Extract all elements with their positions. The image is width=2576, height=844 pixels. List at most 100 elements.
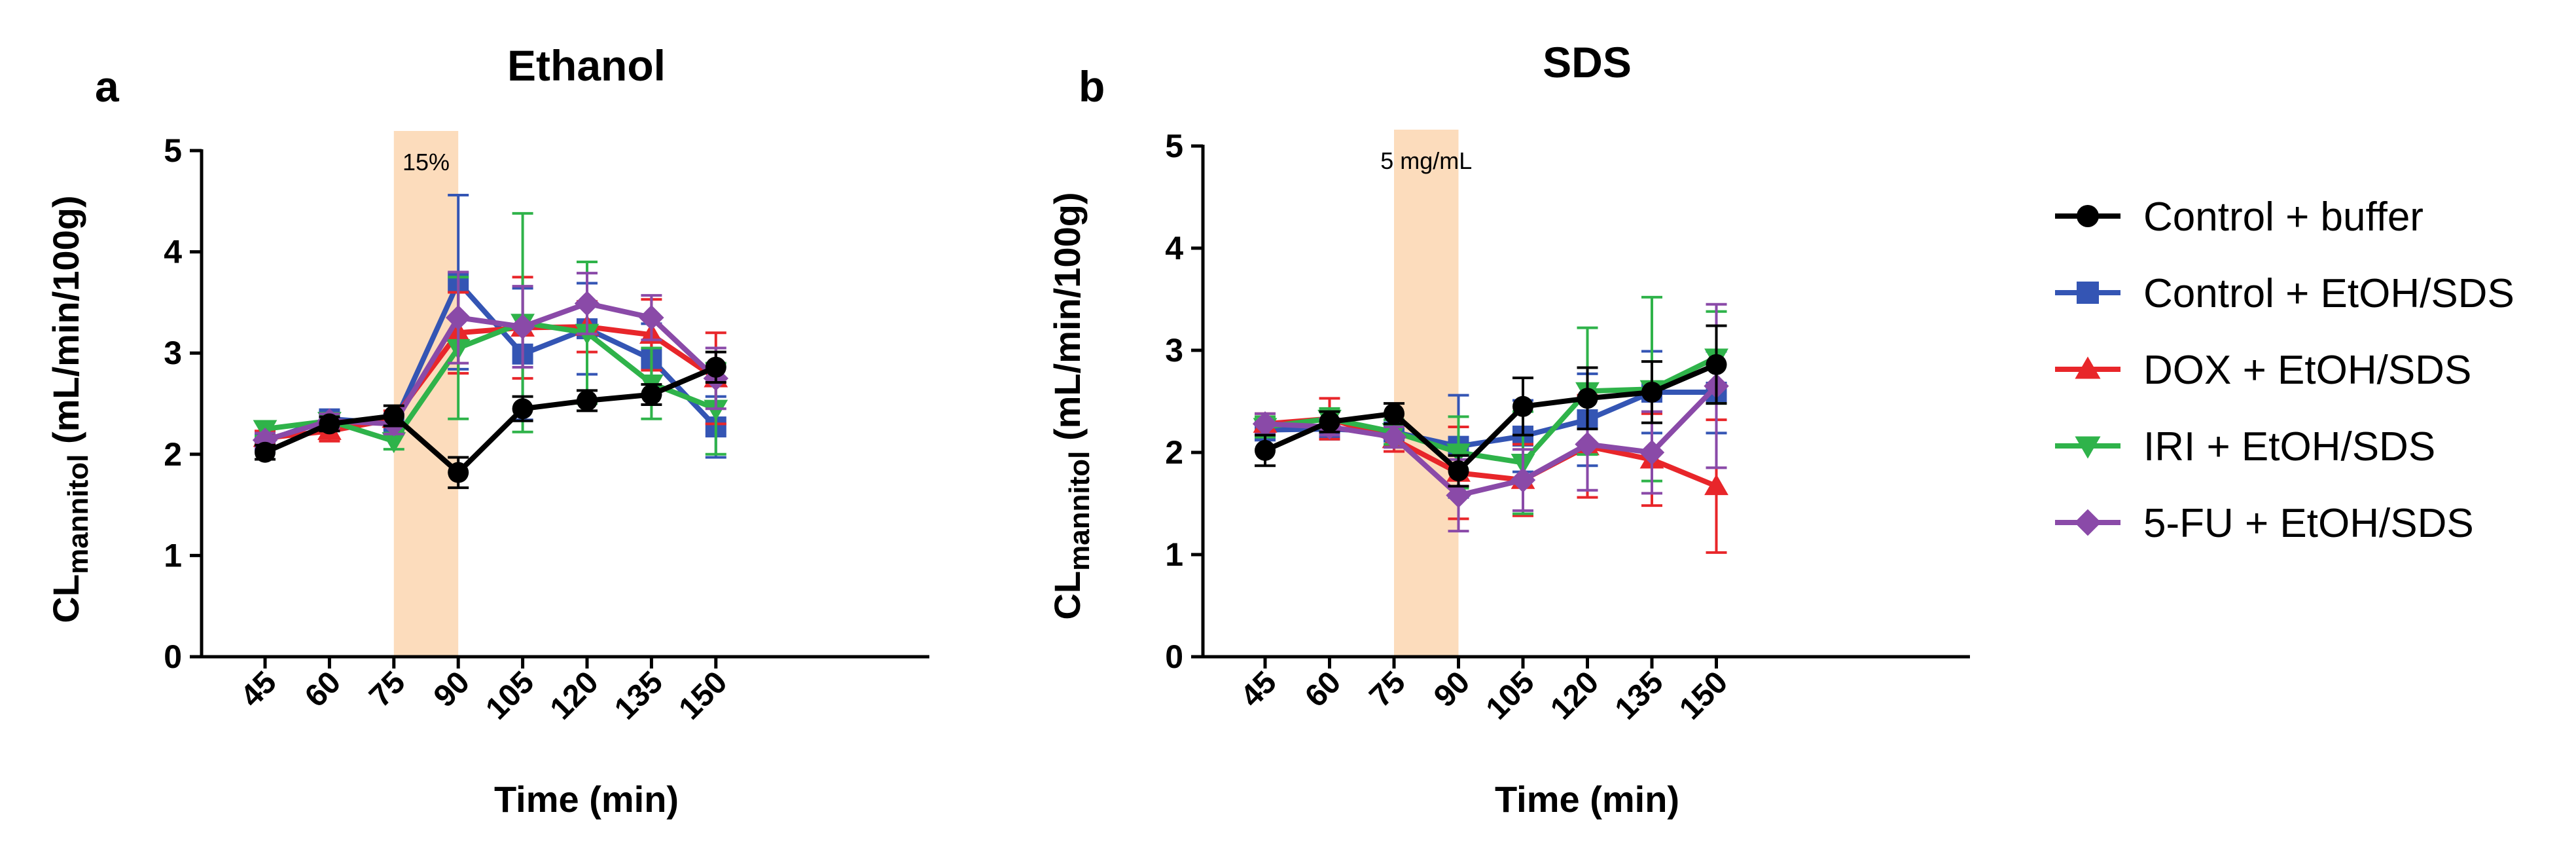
legend-entry-5-fu-etoh-sds: 5-FU + EtOH/SDS <box>2055 501 2474 546</box>
legend-marker <box>2077 282 2099 304</box>
data-point <box>1510 467 1536 493</box>
panel-a-ylabel-sub: mannitol <box>62 454 94 574</box>
data-point <box>1639 439 1665 466</box>
data-point <box>446 304 471 331</box>
legend-label: Control + buffer <box>2143 194 2424 240</box>
data-point <box>255 441 276 463</box>
panel-a-xtick-label: 120 <box>544 665 605 726</box>
data-point <box>1319 411 1340 433</box>
panel-b-xtick-label: 150 <box>1673 665 1734 726</box>
panel-b-shaded-region <box>1394 130 1459 657</box>
panel-b-series <box>1252 295 1729 554</box>
panel-a-xtick-label: 75 <box>363 665 412 714</box>
data-point <box>1446 443 1471 465</box>
legend-entry-dox-etoh-sds: DOX + EtOH/SDS <box>2055 348 2471 393</box>
panel-b-xtick-label: 135 <box>1609 665 1670 726</box>
data-point <box>574 291 600 316</box>
panel-a-title: Ethanol <box>507 41 666 90</box>
panel-b-xlabel: Time (min) <box>1495 779 1679 820</box>
panel-a-ylabel: CLmannitol (mL/min/100g) <box>45 195 94 623</box>
data-point <box>510 314 535 340</box>
panel-b-ytick-label: 4 <box>1165 230 1183 266</box>
data-point <box>1448 460 1469 482</box>
panel-b-label: b <box>1079 62 1105 111</box>
panel-b-xtick-label: 45 <box>1234 665 1283 714</box>
panel-a-ytick-label: 5 <box>164 132 182 169</box>
panel-b-series-iri-etoh-sds <box>1253 295 1728 515</box>
data-point <box>1575 431 1600 457</box>
panel-a-ytick-label: 4 <box>164 234 182 270</box>
panel-a-ytick-label: 3 <box>164 335 182 371</box>
panel-b-ylabel: CLmannitol (mL/min/100g) <box>1046 192 1096 619</box>
panel-b-ytick-label: 5 <box>1165 128 1183 164</box>
panel-b-xtick-label: 75 <box>1363 665 1412 714</box>
panel-b-ytick-label: 2 <box>1165 434 1183 471</box>
panel-b-xtick-label: 60 <box>1298 665 1348 714</box>
data-point <box>1255 439 1276 461</box>
panel-b-ylabel-unit: (mL/min/100g) <box>1046 192 1088 450</box>
panel-a-xlabel: Time (min) <box>494 779 679 820</box>
data-point <box>705 356 726 378</box>
panel-a-xtick-label: 135 <box>608 665 670 726</box>
panel-b-title: SDS <box>1543 38 1632 86</box>
data-point <box>512 398 533 420</box>
panel-b-ylabel-sub: mannitol <box>1064 451 1096 571</box>
panel-b-ylabel-main: CL <box>1046 571 1088 620</box>
legend-entry-control-etoh-sds: Control + EtOH/SDS <box>2055 271 2514 316</box>
data-point <box>1577 388 1598 409</box>
data-point <box>448 462 469 483</box>
legend-marker <box>2075 436 2101 459</box>
data-point <box>704 399 728 421</box>
data-point <box>382 432 406 454</box>
panel-b-shaded-label: 5 mg/mL <box>1380 147 1472 174</box>
panel-a-ylabel-unit: (mL/min/100g) <box>45 195 86 454</box>
legend: Control + buffer Control + EtOH/SDS DOX + … <box>2055 194 2514 546</box>
panel-b-ytick-label: 1 <box>1165 536 1183 573</box>
panel-b-ytick-label: 3 <box>1165 332 1183 369</box>
panel-a-xtick-label: 105 <box>479 665 541 726</box>
panel-a-xtick-label: 150 <box>672 665 734 726</box>
panel-a-xtick-label: 45 <box>234 665 283 714</box>
data-point <box>577 390 598 411</box>
data-point <box>639 304 664 331</box>
panel-a-ylabel-main: CL <box>45 574 86 623</box>
data-point <box>383 405 404 427</box>
panel-a-series-control-buffer <box>255 350 726 489</box>
panel-b-xtick-label: 120 <box>1544 665 1605 726</box>
panel-b-series-control-buffer <box>1255 324 1727 488</box>
series-line <box>264 365 717 475</box>
legend-marker <box>2074 509 2102 536</box>
data-point <box>1252 411 1278 437</box>
panel-b-ytick-label: 0 <box>1165 638 1183 675</box>
panel-a-ytick-label: 0 <box>164 638 182 675</box>
data-point <box>1706 354 1727 375</box>
data-point <box>1381 424 1407 450</box>
panel-a-xtick-label: 60 <box>298 665 348 714</box>
legend-entry-iri-etoh-sds: IRI + EtOH/SDS <box>2055 424 2435 469</box>
panel-a-ytick-label: 1 <box>164 537 182 574</box>
data-point <box>319 413 340 435</box>
panel-b-xtick-label: 105 <box>1480 665 1541 726</box>
panel-a-series <box>252 194 728 489</box>
data-point <box>1512 395 1533 417</box>
legend-marker <box>2077 205 2099 227</box>
legend-entry-control-buffer: Control + buffer <box>2055 194 2424 240</box>
legend-label: Control + EtOH/SDS <box>2143 271 2514 316</box>
panel-a-shaded-label: 15% <box>402 149 450 175</box>
series-line <box>1264 362 1718 474</box>
panel-b-xtick-label: 90 <box>1427 665 1476 714</box>
legend-label: 5-FU + EtOH/SDS <box>2143 501 2474 546</box>
legend-label: IRI + EtOH/SDS <box>2143 424 2435 469</box>
data-point <box>641 384 662 405</box>
data-point <box>1641 381 1662 403</box>
data-point <box>1384 403 1404 424</box>
data-point <box>1704 474 1728 496</box>
panel-a-xtick-label: 90 <box>427 665 476 714</box>
series-line <box>264 324 718 441</box>
panel-a-ytick-label: 2 <box>164 436 182 473</box>
legend-marker <box>2075 356 2101 379</box>
legend-label: DOX + EtOH/SDS <box>2143 348 2471 393</box>
